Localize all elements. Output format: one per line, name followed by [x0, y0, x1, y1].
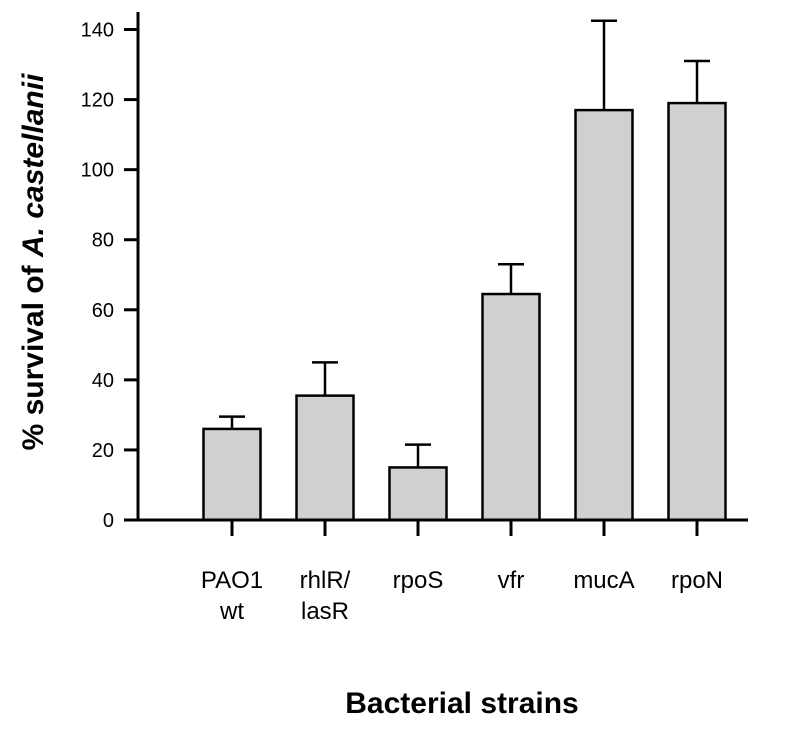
x-ticks — [230, 520, 699, 536]
error-bars-layer — [219, 19, 710, 468]
y-axis-title-prefix: % survival of — [17, 257, 50, 450]
y-tick-label: 120 — [81, 90, 114, 112]
y-tick-label: 80 — [92, 230, 114, 252]
y-axis-title: % survival of A. castellanii — [17, 73, 50, 450]
bar — [388, 466, 448, 522]
category-label-line: lasR — [301, 598, 349, 625]
category-label: rpoN — [671, 567, 723, 594]
y-axis-title-species: A. castellanii — [17, 73, 50, 258]
category-label: rhlR/lasR — [300, 567, 351, 625]
y-tick-label: 20 — [92, 440, 114, 462]
category-label-line: wt — [219, 598, 244, 625]
y-tick-label: 0 — [103, 510, 114, 532]
category-label: rpoS — [393, 567, 444, 594]
y-tick-label: 60 — [92, 300, 114, 322]
category-label-line: rpoN — [671, 567, 723, 594]
category-label: PAO1 wt — [201, 567, 263, 625]
y-tick-label: 40 — [92, 370, 114, 392]
y-tick-label: 100 — [81, 160, 114, 182]
category-label-line: mucA — [573, 567, 634, 594]
x-axis-title: Bacterial strains — [345, 687, 578, 720]
y-tick-label: 140 — [81, 20, 114, 42]
bar — [481, 292, 541, 522]
category-label: vfr — [498, 567, 525, 594]
category-labels: PAO1 wt rhlR/lasR rpoS vfr mucA rpoN — [201, 567, 723, 625]
bar — [295, 394, 355, 522]
category-label-line: rhlR/ — [300, 567, 351, 594]
bar — [574, 108, 634, 522]
category-label: mucA — [573, 567, 634, 594]
bar — [202, 427, 262, 522]
bar — [667, 101, 727, 522]
category-label-line: PAO1 — [201, 567, 263, 594]
category-label-line: vfr — [498, 567, 525, 594]
bars-layer — [202, 101, 727, 522]
category-label-line: rpoS — [393, 567, 444, 594]
y-ticks: 0 20 40 60 80 100 120 140 — [81, 20, 138, 532]
